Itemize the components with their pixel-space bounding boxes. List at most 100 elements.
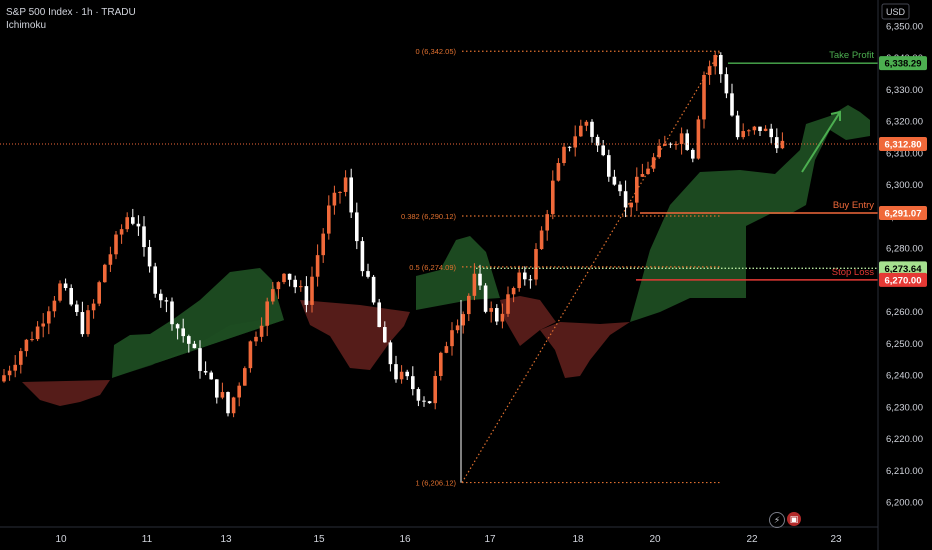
- candle-body: [265, 301, 269, 326]
- candle-body: [181, 328, 185, 337]
- price-tag: [879, 261, 927, 276]
- candle-body: [556, 163, 561, 181]
- cloud-bear-2: [300, 300, 410, 370]
- candle-body: [125, 217, 129, 230]
- candle-body: [80, 312, 85, 335]
- time-tick-label: 13: [220, 534, 232, 545]
- candle-body: [243, 368, 247, 386]
- fib-level-label: 0.5 (6,274.09): [409, 263, 456, 272]
- candle-body: [467, 295, 471, 315]
- indicator-name[interactable]: Ichimoku: [6, 20, 47, 31]
- candle-body: [511, 288, 516, 295]
- cloud-bull-1: [112, 268, 284, 378]
- candle-body: [24, 339, 29, 352]
- candle-body: [388, 342, 393, 365]
- candle-body: [2, 375, 6, 382]
- candle-body: [349, 177, 353, 213]
- fib-level-label: 0.382 (6,290.12): [401, 212, 457, 221]
- currency-badge: [881, 3, 910, 20]
- candle-body: [495, 308, 499, 322]
- price-tick-label: 6,220.00: [886, 434, 923, 445]
- candle-body: [478, 273, 482, 286]
- candle-body: [567, 146, 572, 148]
- candle-body: [355, 212, 359, 242]
- candle-body: [343, 177, 348, 192]
- candle-body: [103, 264, 107, 283]
- candle-body: [623, 191, 628, 208]
- currency-label: USD: [886, 7, 906, 17]
- candle-body: [735, 115, 740, 138]
- candle-body: [741, 131, 745, 138]
- candle-body: [618, 184, 622, 192]
- candle-body: [444, 346, 449, 353]
- candle-body: [237, 385, 241, 398]
- candle-body: [702, 74, 706, 120]
- candle-body: [231, 397, 236, 414]
- symbol-title[interactable]: S&P 500 Index · 1h · TRADU: [6, 7, 136, 18]
- candle-body: [159, 293, 163, 301]
- candle-body: [153, 266, 157, 294]
- candle-body: [226, 392, 230, 414]
- candle-body: [198, 348, 202, 372]
- candle-body: [506, 294, 510, 314]
- candle-body: [170, 301, 174, 325]
- trade-levels[interactable]: Take Profit Buy Entry Stop Loss: [0, 50, 878, 281]
- cloud-bull-2: [416, 236, 500, 310]
- candle-body: [433, 375, 437, 404]
- price-tick-label: 6,350.00: [886, 22, 923, 33]
- candle-body: [730, 93, 734, 116]
- price-tick-label: 6,310.00: [886, 148, 923, 159]
- candle-body: [523, 272, 527, 280]
- candle-body: [203, 371, 208, 373]
- candle-body: [47, 311, 51, 324]
- cloud-bull-1b: [112, 320, 284, 378]
- time-tick-label: 11: [142, 534, 153, 545]
- candle-body: [455, 325, 460, 331]
- candle-body: [562, 146, 566, 164]
- candle-body: [472, 273, 477, 296]
- candle-body: [119, 229, 124, 235]
- candle-body: [136, 223, 141, 227]
- time-tick-label: 10: [55, 534, 67, 545]
- candle-body: [321, 233, 325, 256]
- candle-body: [668, 143, 673, 145]
- candle-body: [360, 241, 365, 272]
- candle-body: [534, 249, 538, 280]
- candle-body: [271, 289, 275, 302]
- candle-body: [679, 133, 684, 145]
- candle-body: [366, 271, 370, 277]
- candle-body: [58, 283, 62, 301]
- price-tag: [879, 56, 927, 71]
- candle-body: [13, 364, 17, 371]
- candle-body: [310, 276, 314, 305]
- price-tag-label: 6,291.07: [885, 209, 922, 220]
- candle-body: [500, 313, 505, 322]
- candle-body: [685, 133, 689, 150]
- candle-body: [131, 217, 135, 224]
- candle-body: [780, 140, 785, 149]
- candle-body: [399, 371, 404, 380]
- candle-body: [259, 325, 264, 337]
- price-tag-label: 6,338.29: [885, 59, 922, 70]
- time-axis[interactable]: 10 11 13 15 16 17 18 20 22 23: [55, 534, 842, 545]
- candle-body: [657, 145, 661, 158]
- candle-body: [315, 255, 320, 277]
- candle-body: [75, 304, 79, 313]
- cloud-bear-3: [500, 296, 556, 346]
- price-tags: 6,338.29 6,312.80 6,291.07 6,273.646,270.00: [879, 56, 927, 287]
- fib-retracement[interactable]: 0 (6,342.05) 0.382 (6,290.12) 0.5 (6,274.0…: [401, 47, 721, 488]
- candle-body: [601, 145, 605, 156]
- candle-body: [769, 128, 773, 138]
- candle-body: [304, 286, 309, 305]
- calendar-icon[interactable]: ▣: [787, 512, 801, 526]
- take-profit-label: Take Profit: [829, 50, 874, 61]
- lightning-icon[interactable]: ⚡: [769, 512, 785, 528]
- candle-body: [338, 191, 342, 193]
- candle-body: [607, 155, 611, 177]
- candle-body: [114, 234, 118, 255]
- price-tick-label: 6,320.00: [886, 117, 923, 128]
- candle-body: [147, 247, 152, 267]
- candle-body: [651, 157, 656, 169]
- candle-body: [545, 214, 549, 231]
